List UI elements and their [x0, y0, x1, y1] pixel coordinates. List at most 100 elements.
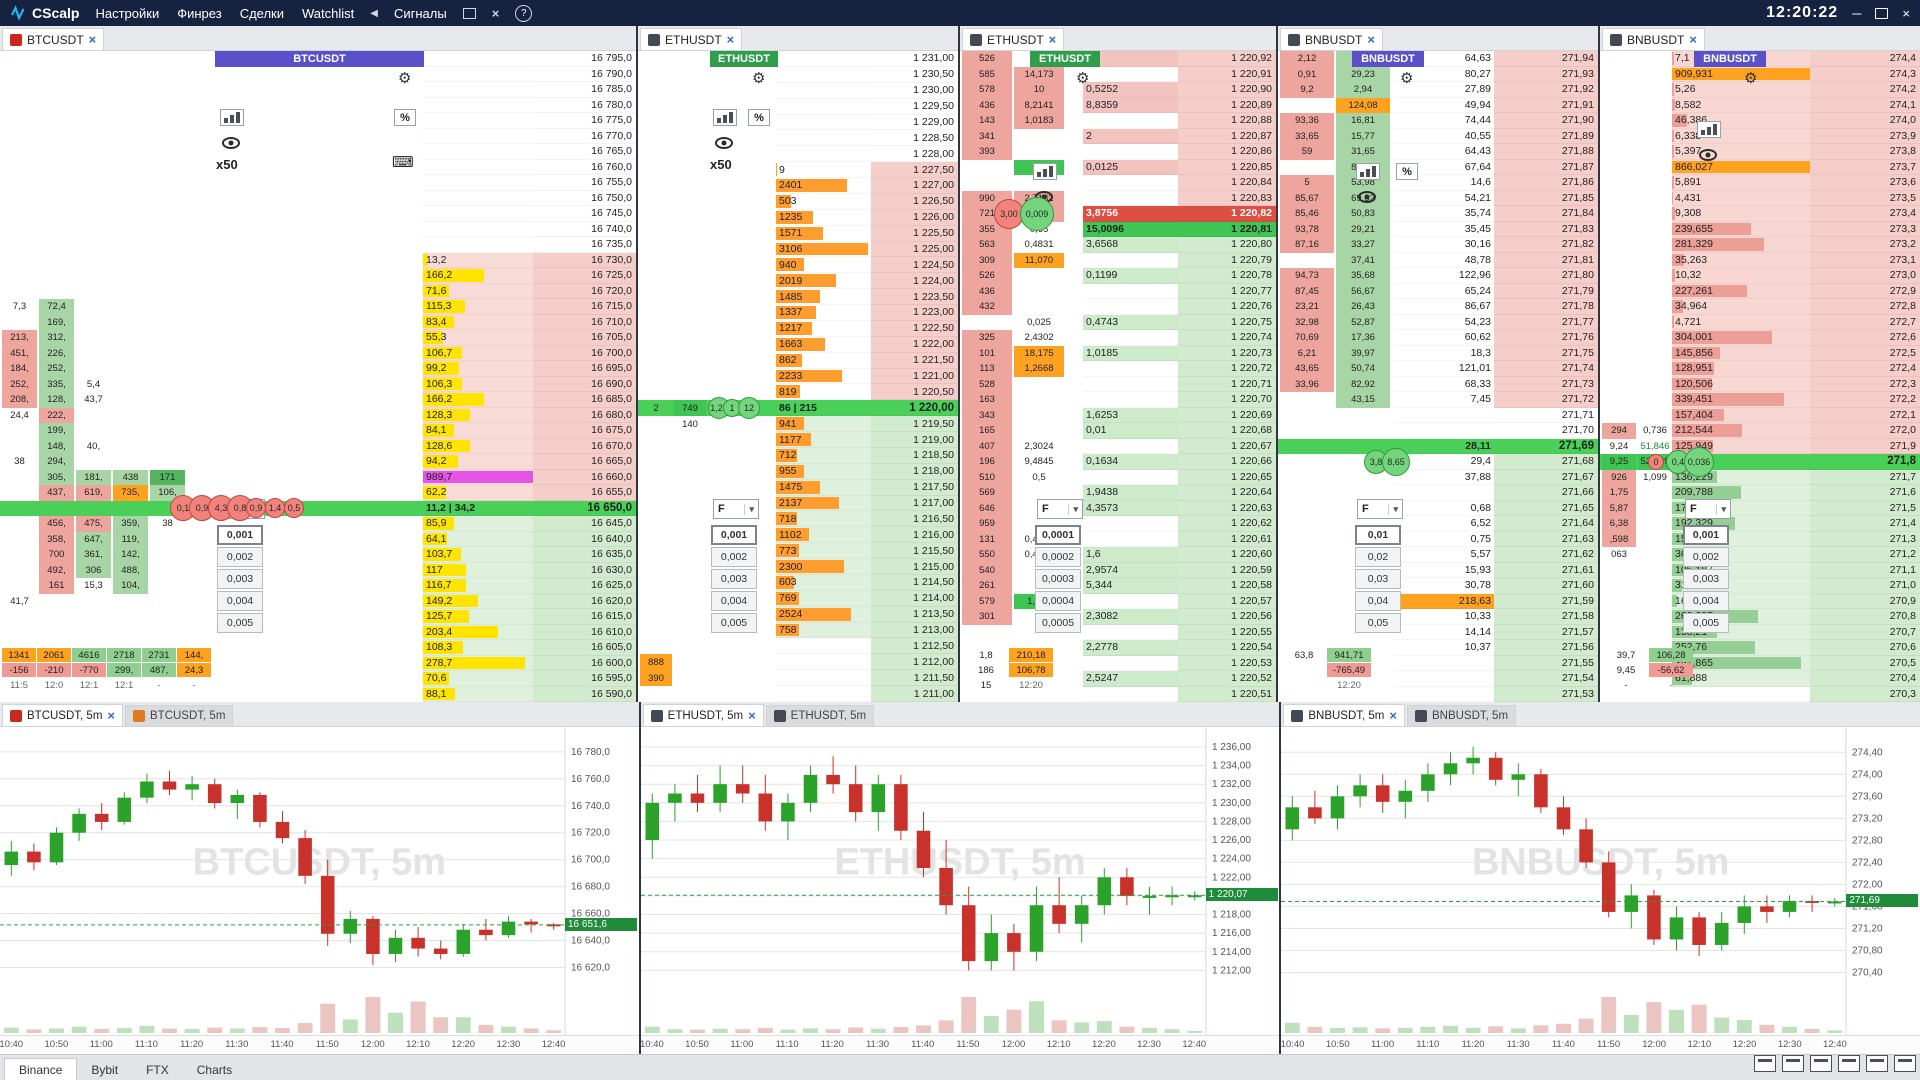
ladder-row[interactable]: 2137 1 217,00: [638, 495, 958, 512]
collapse-arrow-icon[interactable]: ◀: [370, 7, 378, 19]
ladder-row[interactable]: 9,308 273,4: [1600, 206, 1920, 222]
ladder-row[interactable]: 140 941 1 219,50: [638, 416, 958, 433]
depth-icon[interactable]: [1866, 1055, 1888, 1072]
connection-tab-bybit[interactable]: Bybit: [91, 1062, 119, 1077]
volume-cell[interactable]: 503: [776, 193, 871, 210]
ladder-row[interactable]: 32,98 52,87 54,23 271,77: [1278, 314, 1598, 330]
volume-cell[interactable]: 122,96: [1394, 268, 1494, 284]
volume-cell[interactable]: 4,431: [1672, 190, 1810, 206]
volume-cell[interactable]: 35,45: [1394, 222, 1494, 237]
ladder-row[interactable]: 9,24 51,846 125,949 271,9: [1600, 438, 1920, 454]
volume-cell[interactable]: 2: [1083, 128, 1178, 144]
ladder-row[interactable]: 305, 181, 438 171 989,7 16 660,0: [0, 469, 636, 485]
volume-cell[interactable]: 603: [776, 574, 871, 591]
volume-cell[interactable]: 1,9438: [1083, 485, 1178, 501]
ladder-row[interactable]: 34,964 272,8: [1600, 299, 1920, 315]
volume-cell[interactable]: [1083, 113, 1178, 129]
volume-cell[interactable]: 212,544: [1672, 423, 1810, 439]
ladder-row[interactable]: 1337 1 223,00: [638, 305, 958, 321]
volume-cell[interactable]: 3,8756: [1083, 206, 1178, 222]
volume-cell[interactable]: 166,2: [423, 392, 533, 408]
ladder-row[interactable]: 70,6 16 595,0: [0, 671, 636, 687]
menu-watchlist[interactable]: Watchlist: [302, 5, 355, 21]
price-cell[interactable]: 16 770,0: [533, 128, 636, 144]
price-cell[interactable]: 16 775,0: [533, 113, 636, 129]
ladder-row[interactable]: 2,2778 1 220,54: [960, 640, 1276, 656]
lot-size-button[interactable]: 0,003: [1683, 569, 1729, 589]
percent-mode-icon[interactable]: %: [394, 109, 416, 126]
price-cell[interactable]: 271,53: [1494, 686, 1598, 702]
ladder-row[interactable]: 271,53: [1278, 686, 1598, 702]
ladder-row[interactable]: 1102 1 216,00: [638, 527, 958, 544]
ladder-row[interactable]: 138,21270,7: [1600, 624, 1920, 640]
volume-cell[interactable]: 1217: [776, 320, 871, 337]
price-cell[interactable]: 1 211,00: [871, 686, 958, 702]
price-cell[interactable]: 1 220,84: [1178, 175, 1276, 191]
gear-icon[interactable]: ⚙: [1076, 70, 1090, 87]
volume-cell[interactable]: [1394, 408, 1494, 423]
volume-cell[interactable]: 1235: [776, 209, 871, 226]
ladder-row[interactable]: 108,3 16 605,0: [0, 640, 636, 656]
price-cell[interactable]: 1 220,69: [1178, 407, 1276, 423]
price-cell[interactable]: 1 212,00: [871, 654, 958, 671]
ladder-row[interactable]: 24,4 222, 128,3 16 680,0: [0, 407, 636, 423]
close-signals-icon[interactable]: ×: [491, 5, 500, 21]
price-cell[interactable]: 16 625,0: [533, 578, 636, 594]
volume-cell[interactable]: 281,329: [1672, 237, 1810, 253]
ladder-row[interactable]: 16 750,0: [0, 190, 636, 206]
volume-cell[interactable]: 209,788: [1672, 485, 1810, 501]
price-cell[interactable]: 1 220,57: [1178, 593, 1276, 609]
volume-cell[interactable]: 1475: [776, 479, 871, 496]
ladder-row[interactable]: 61,888 270,4: [1600, 671, 1920, 687]
price-cell[interactable]: 271,83: [1494, 221, 1598, 237]
price-cell[interactable]: 1 226,00: [871, 209, 958, 226]
ladder-row[interactable]: 325 2,4302 1 220,74: [960, 330, 1276, 346]
price-cell[interactable]: 270,6: [1810, 640, 1920, 656]
lot-size-button[interactable]: 0,002: [711, 547, 757, 567]
lot-size-button[interactable]: 0,0003: [1035, 569, 1081, 589]
volume-cell[interactable]: [423, 160, 533, 175]
volume-cell[interactable]: 712: [776, 447, 871, 464]
price-cell[interactable]: 1 220,68: [1178, 423, 1276, 439]
ladder-row[interactable]: 165 0,01 1 220,68: [960, 423, 1276, 439]
price-cell[interactable]: 1 220,54: [1178, 640, 1276, 656]
volume-cell[interactable]: 60,62: [1394, 330, 1494, 346]
ladder-row[interactable]: 10,37 271,56: [1278, 640, 1598, 656]
ladder-row[interactable]: 227,261 272,9: [1600, 283, 1920, 299]
price-cell[interactable]: 1 220,62: [1178, 516, 1276, 532]
price-cell[interactable]: 1 221,50: [871, 352, 958, 369]
volume-cell[interactable]: 9,308: [1672, 206, 1810, 222]
lot-size-button[interactable]: 0,002: [217, 547, 263, 567]
ladder-row[interactable]: 1 212,50: [638, 638, 958, 655]
price-cell[interactable]: 273,6: [1810, 175, 1920, 191]
volume-cell[interactable]: 125,7: [423, 609, 533, 625]
volume-cell[interactable]: [776, 51, 871, 67]
volume-cell[interactable]: 5,57: [1394, 547, 1494, 563]
volume-cell[interactable]: [1394, 671, 1494, 687]
price-cell[interactable]: 16 675,0: [533, 423, 636, 439]
candlestick-chart[interactable]: BTCUSDT, 5m 16 780,0 16 760,0 16 740,0 16 7…: [0, 727, 639, 1035]
price-cell[interactable]: 1 220,00: [871, 400, 958, 417]
close-icon[interactable]: ×: [748, 708, 756, 723]
ladder-row[interactable]: 271,70: [1278, 423, 1598, 439]
price-cell[interactable]: 1 220,63: [1178, 500, 1276, 516]
ladder-row[interactable]: 16 745,0: [0, 206, 636, 222]
price-cell[interactable]: 271,87: [1494, 159, 1598, 175]
price-cell[interactable]: 16 765,0: [533, 144, 636, 160]
volume-cell[interactable]: 68,33: [1394, 377, 1494, 392]
price-cell[interactable]: 271,3: [1810, 531, 1920, 547]
price-cell[interactable]: 271,56: [1494, 640, 1598, 656]
price-cell[interactable]: 1 220,56: [1178, 609, 1276, 625]
price-cell[interactable]: 1 213,00: [871, 622, 958, 639]
volume-cell[interactable]: [1083, 625, 1178, 640]
price-cell[interactable]: 1 220,52: [1178, 671, 1276, 687]
price-cell[interactable]: 1 220,70: [1178, 392, 1276, 408]
ladder-row[interactable]: 866,027 273,7: [1600, 159, 1920, 175]
price-cell[interactable]: 1 217,50: [871, 479, 958, 496]
ladder-row[interactable]: 262,297270,8: [1600, 609, 1920, 625]
ladder-row[interactable]: 603 1 214,50: [638, 574, 958, 591]
ladder-row[interactable]: 578 10 0,5252 1 220,90: [960, 82, 1276, 98]
ladder-row[interactable]: 1 220,84: [960, 175, 1276, 191]
price-cell[interactable]: 271,2: [1810, 547, 1920, 563]
